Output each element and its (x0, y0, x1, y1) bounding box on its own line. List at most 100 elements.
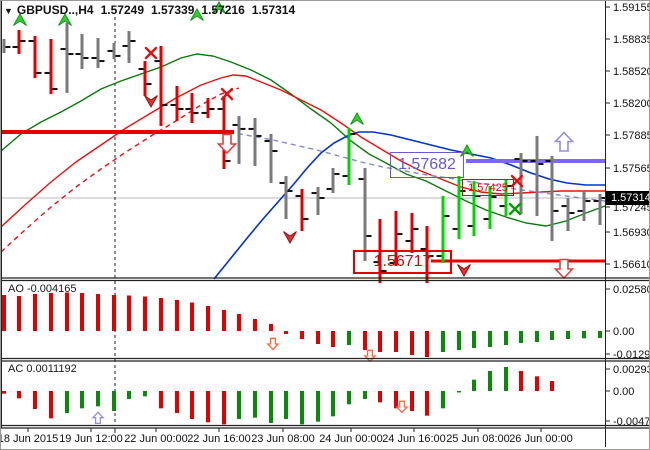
ac-bar-14 (222, 391, 226, 425)
price-tick-label-6: 1.57245 (613, 202, 650, 214)
time-tick-label-5: 24 Jun 00:00 (319, 433, 383, 445)
price-bar-30 (472, 181, 476, 236)
ac-bar-35 (550, 381, 554, 391)
close-tick-16 (256, 134, 262, 137)
ac-bar-2 (33, 391, 37, 409)
close-tick-1 (20, 39, 26, 42)
open-tick-30 (467, 225, 473, 228)
price-bar-27 (425, 226, 429, 284)
time-tick-label-8: 26 Jun 00:00 (509, 433, 573, 445)
time-axis[interactable] (1, 428, 650, 450)
ac-bar-1 (17, 391, 21, 399)
close-tick-38 (601, 197, 607, 200)
ao-bar-5 (80, 293, 84, 331)
symbol-dropdown-icon[interactable]: ▼ (4, 6, 13, 16)
block-down-icon (216, 133, 238, 155)
time-tick-label-2: 22 Jun 00:00 (124, 433, 188, 445)
ao-pane[interactable] (1, 282, 605, 358)
ac-bar-20 (316, 391, 320, 422)
ao-bar-36 (566, 331, 570, 339)
open-tick-13 (201, 111, 207, 114)
resistance-level-label[interactable]: 1.57682 (390, 152, 464, 178)
ac-small-down-icon-1 (395, 400, 409, 414)
ao-bar-7 (112, 295, 116, 331)
open-tick-37 (577, 209, 583, 212)
price-bar-7 (112, 43, 116, 60)
main-dart-up-icon-4 (350, 111, 364, 125)
ao-bar-33 (519, 331, 523, 343)
open-tick-6 (91, 56, 97, 59)
ao-bar-14 (222, 310, 226, 331)
block-down-icon (553, 258, 575, 280)
price-bar-21 (331, 168, 335, 194)
price-bar-19 (300, 188, 304, 232)
dart-up-icon (350, 111, 364, 125)
close-tick-4 (68, 53, 74, 56)
close-tick-32 (507, 185, 513, 188)
ac-bar-11 (175, 391, 179, 413)
ac-indicator-label: AC 0.0011192 (8, 363, 77, 375)
open-tick-10 (154, 60, 160, 63)
close-tick-26 (413, 227, 419, 230)
price-bar-37 (582, 191, 586, 222)
dart-up-icon (190, 7, 204, 21)
close-tick-5 (83, 56, 89, 59)
open-tick-11 (170, 104, 176, 107)
ao-bar-18 (284, 331, 288, 334)
ac-bar-33 (519, 371, 523, 391)
main-chart-pane[interactable] (1, 17, 605, 278)
price-bar-26 (410, 212, 414, 253)
price-bar-29 (457, 176, 461, 240)
close-tick-23 (366, 234, 372, 237)
support-level-label[interactable]: 1.56717 (353, 250, 452, 274)
ao-bar-27 (425, 331, 429, 357)
ac-bar-9 (143, 391, 147, 397)
ac-pane[interactable] (1, 362, 605, 425)
open-tick-36 (561, 205, 567, 208)
close-tick-6 (99, 60, 105, 63)
ao-bar-10 (159, 298, 163, 331)
close-tick-29 (460, 190, 466, 193)
ac-bar-32 (504, 367, 508, 391)
price-bar-23 (363, 168, 367, 262)
price-bar-38 (598, 193, 602, 225)
close-tick-36 (569, 211, 575, 214)
price-bar-10 (159, 45, 163, 126)
ac-bar-12 (190, 391, 194, 419)
chart-title: ▼ GBPUSD..,H4 1.57249 1.57339 1.57216 1.57314 (4, 3, 295, 17)
price-tick-label-7: 1.56930 (613, 227, 650, 239)
price-tick-label-13: 0.00 (613, 386, 634, 398)
main-block-up-icon-13 (553, 131, 575, 152)
ac-bar-31 (488, 371, 492, 391)
main-x-red-marker-9 (144, 46, 158, 60)
ao-bar-32 (504, 331, 508, 345)
close-tick-25 (397, 233, 403, 236)
price-axis[interactable] (605, 1, 650, 428)
small-down-icon (266, 337, 280, 351)
time-tick-label-7: 25 Jun 08:00 (446, 433, 510, 445)
open-tick-16 (248, 127, 254, 130)
price-tick-label-3: 1.58200 (613, 98, 650, 110)
mid-level-label[interactable]: 1.57425 (462, 179, 514, 196)
ao-bar-25 (394, 331, 398, 352)
block-up-icon (553, 131, 575, 152)
price-bar-32 (504, 178, 508, 217)
ac-bar-18 (284, 391, 288, 419)
ac-bar-19 (300, 391, 304, 425)
ao-indicator-label: AO -0.004165 (8, 283, 77, 295)
ao-bar-37 (582, 331, 586, 339)
ao-bar-9 (143, 296, 147, 331)
price-bar-15 (237, 116, 241, 165)
price-tick-label-14: -0.004714 (613, 416, 650, 428)
open-tick-12 (185, 107, 191, 110)
price-tick-label-11: -0.012973 (613, 349, 650, 361)
main-block-down-icon-15 (216, 133, 238, 155)
close-tick-2 (36, 71, 42, 74)
ac-bar-26 (410, 391, 414, 411)
ac-bar-13 (206, 391, 210, 423)
ao-bar-4 (65, 292, 69, 331)
close-tick-24 (381, 269, 387, 272)
ac-bar-21 (331, 391, 335, 417)
open-tick-34 (530, 159, 536, 162)
close-tick-33 (522, 159, 528, 162)
